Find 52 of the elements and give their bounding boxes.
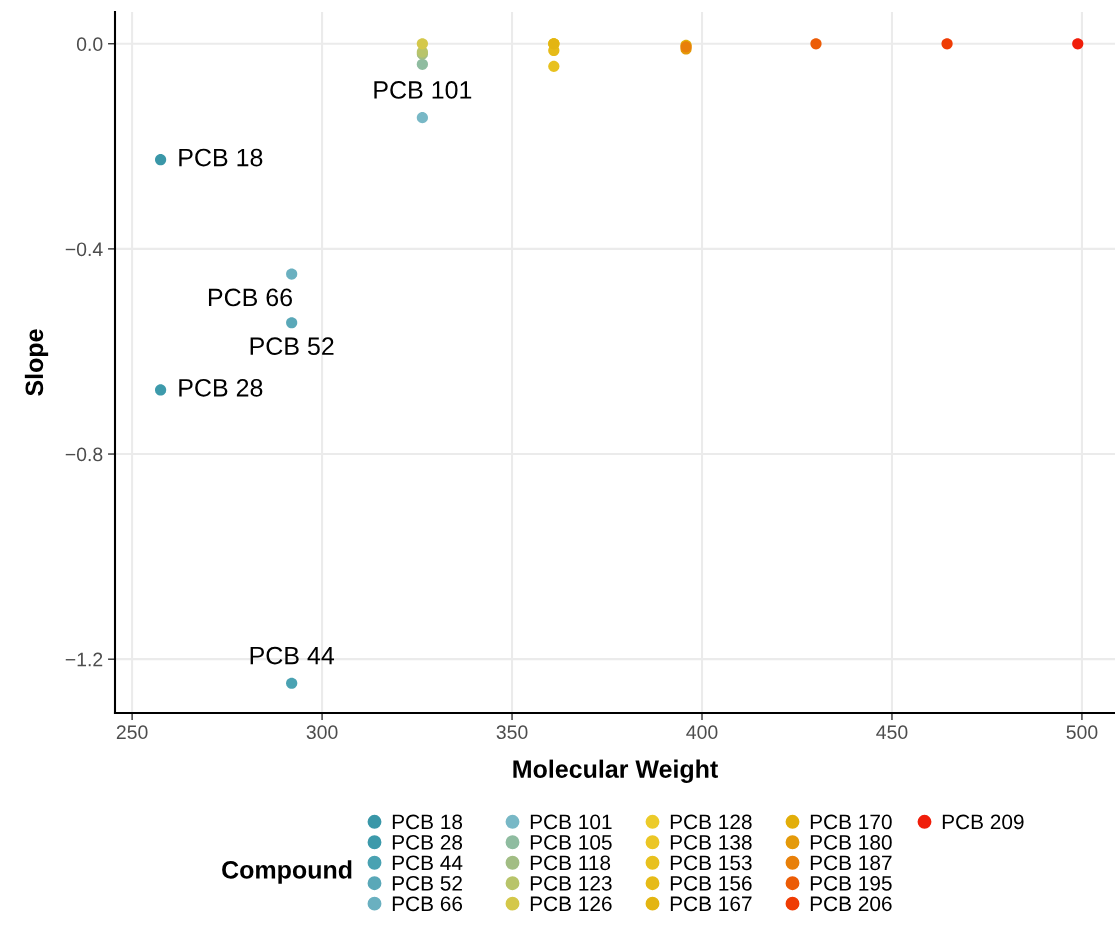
point (286, 317, 298, 329)
annotation: PCB 44 (250, 646, 335, 665)
legend-label: PCB 101 (530, 814, 612, 830)
point (286, 268, 298, 280)
y-tick-label: 0.0 (76, 37, 103, 52)
legend-label: PCB 209 (942, 814, 1024, 830)
legend-label: PCB 44 (392, 855, 463, 871)
legend-label: PCB 195 (810, 875, 892, 891)
annotation: PCB 52 (250, 337, 334, 356)
x-tick-label: 300 (306, 725, 338, 740)
legend-label: PCB 18 (392, 814, 463, 830)
annotation: PCB 101 (374, 81, 472, 99)
legend-label: PCB 206 (810, 896, 892, 912)
legend-label: PCB 138 (670, 835, 752, 850)
legend-label: PCB 170 (810, 814, 892, 830)
legend-label: PCB 128 (670, 814, 752, 830)
x-axis-title: Molecular Weight (513, 759, 718, 784)
point (548, 60, 560, 72)
legend-label: PCB 28 (392, 835, 463, 850)
point (154, 154, 167, 166)
legend-label: PCB 52 (392, 875, 462, 891)
legend-label: PCB 167 (670, 896, 752, 912)
annotation: PCB 18 (179, 148, 263, 167)
annotation: PCB 28 (179, 378, 263, 397)
legend-label: PCB 156 (670, 875, 752, 891)
point (941, 38, 953, 50)
x-tick-label: 500 (1066, 725, 1098, 740)
legend-title: Compound (222, 860, 352, 884)
legend-label: PCB 105 (530, 835, 612, 850)
y-tick-label: −1.2 (65, 652, 103, 667)
legend-label: PCB 187 (810, 855, 892, 871)
y-tick-label: −0.8 (65, 447, 103, 462)
point (154, 384, 167, 396)
legend-label: PCB 153 (670, 855, 752, 871)
x-tick-label: 400 (686, 725, 718, 740)
point (416, 38, 428, 50)
legend-label: PCB 66 (392, 896, 463, 912)
x-tick-label: 450 (876, 725, 908, 740)
point (416, 112, 428, 124)
annotation: PCB 66 (208, 288, 292, 307)
y-tick-label: −0.4 (65, 242, 103, 257)
point (286, 677, 298, 689)
legend-label: PCB 126 (530, 896, 612, 912)
legend-label: PCB 118 (530, 855, 611, 871)
point (416, 58, 428, 70)
x-tick-label: 250 (116, 725, 148, 740)
x-tick-label: 350 (496, 725, 528, 740)
legend-label: PCB 180 (810, 835, 892, 850)
legend-label: PCB 123 (530, 875, 612, 891)
y-axis-title: Slope (24, 329, 49, 396)
point (810, 38, 822, 50)
point (1072, 38, 1084, 50)
